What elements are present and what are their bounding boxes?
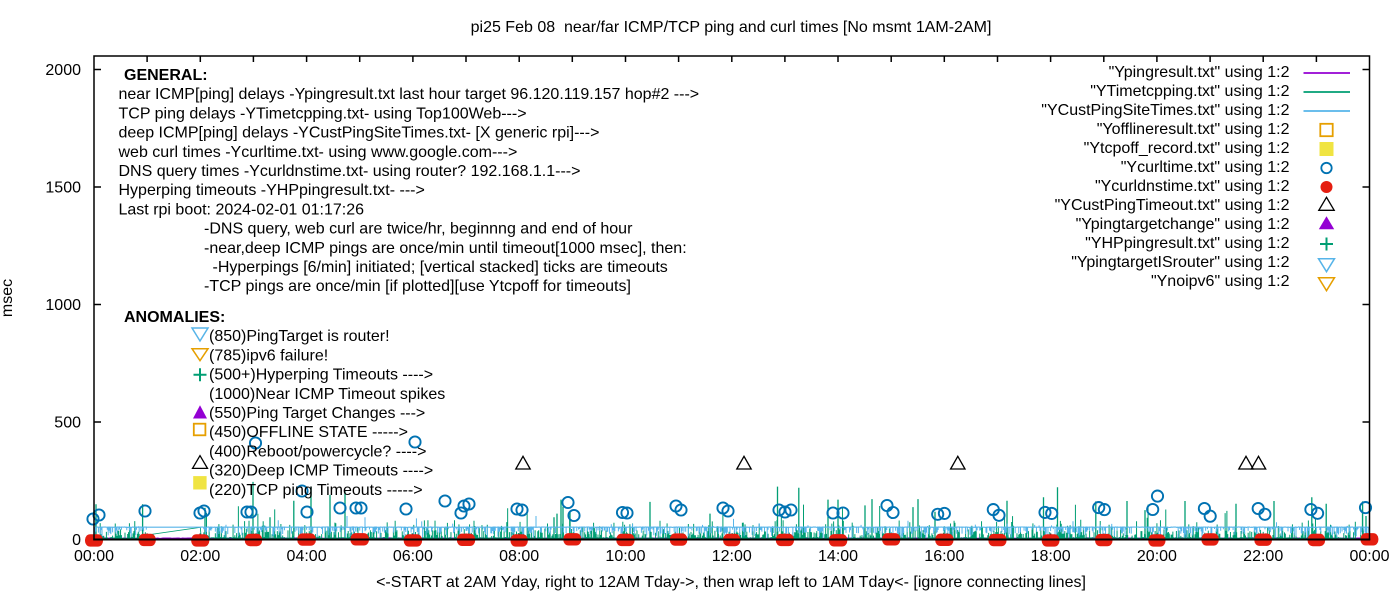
svg-text:00:00: 00:00 (1349, 548, 1389, 565)
svg-text:08:00: 08:00 (499, 548, 539, 565)
svg-text:"Ycurldnstime.txt" using 1:2: "Ycurldnstime.txt" using 1:2 (1095, 178, 1290, 195)
svg-text:1000: 1000 (45, 297, 81, 314)
svg-text:Hyperping timeouts -YHPpingres: Hyperping timeouts -YHPpingresult.txt- -… (119, 182, 425, 199)
svg-text:20:00: 20:00 (1137, 548, 1177, 565)
svg-text:"YCustPingSiteTimes.txt" using: "YCustPingSiteTimes.txt" using 1:2 (1041, 102, 1289, 119)
svg-text:"Ypingresult.txt" using 1:2: "Ypingresult.txt" using 1:2 (1109, 64, 1290, 81)
svg-text:"Ynoipv6" using 1:2: "Ynoipv6" using 1:2 (1151, 273, 1290, 290)
svg-text:"YCustPingTimeout.txt" using 1: "YCustPingTimeout.txt" using 1:2 (1055, 197, 1290, 214)
svg-text:04:00: 04:00 (287, 548, 327, 565)
svg-text:"YpingtargetISrouter" using 1:: "YpingtargetISrouter" using 1:2 (1071, 254, 1289, 271)
svg-text:ANOMALIES:: ANOMALIES: (124, 309, 225, 326)
svg-text:16:00: 16:00 (924, 548, 964, 565)
svg-text:"Ycurltime.txt" using 1:2: "Ycurltime.txt" using 1:2 (1121, 159, 1290, 176)
svg-text:2000: 2000 (45, 62, 81, 79)
svg-text:GENERAL:: GENERAL: (124, 67, 208, 84)
svg-text:near ICMP[ping] delays -Ypingr: near ICMP[ping] delays -Ypingresult.txt … (119, 86, 700, 103)
svg-text:DNS query times -Ycurldnstime.: DNS query times -Ycurldnstime.txt- using… (119, 163, 581, 180)
svg-text:(1000)Near ICMP Timeout spikes: (1000)Near ICMP Timeout spikes (209, 386, 445, 403)
svg-text:500: 500 (54, 415, 81, 432)
svg-text:"YHPpingresult.txt" using 1:2: "YHPpingresult.txt" using 1:2 (1085, 235, 1289, 252)
svg-text:12:00: 12:00 (712, 548, 752, 565)
svg-text:web curl times -Ycurltime.txt-: web curl times -Ycurltime.txt- using www… (118, 144, 518, 161)
svg-text:"Ytcpoff_record.txt" using 1:2: "Ytcpoff_record.txt" using 1:2 (1084, 140, 1290, 157)
svg-text:(500+)Hyperping Timeouts ---->: (500+)Hyperping Timeouts ----> (209, 367, 433, 384)
svg-text:18:00: 18:00 (1031, 548, 1071, 565)
svg-text:(785)ipv6 failure!: (785)ipv6 failure! (209, 347, 328, 364)
svg-text:1500: 1500 (45, 180, 81, 197)
svg-text:(400)Reboot/powercycle? ---->: (400)Reboot/powercycle? ----> (209, 443, 426, 460)
svg-text:(550)Ping Target Changes --->: (550)Ping Target Changes ---> (209, 405, 425, 422)
svg-text:22:00: 22:00 (1243, 548, 1283, 565)
svg-text:msec: msec (0, 279, 16, 317)
svg-text:(320)Deep ICMP Timeouts ---->: (320)Deep ICMP Timeouts ----> (209, 463, 433, 480)
svg-text:02:00: 02:00 (180, 548, 220, 565)
svg-text:-DNS query, web curl are twice: -DNS query, web curl are twice/hr, begin… (204, 221, 633, 238)
svg-text:"Yofflineresult.txt" using 1:2: "Yofflineresult.txt" using 1:2 (1097, 121, 1290, 138)
svg-text:14:00: 14:00 (818, 548, 858, 565)
svg-text:00:00: 00:00 (74, 548, 114, 565)
svg-text:0: 0 (72, 532, 81, 549)
svg-text:pi25 Feb 08 near/far ICMP/TCP: pi25 Feb 08 near/far ICMP/TCP ping and c… (471, 19, 992, 36)
svg-text:"YTimetcpping.txt" using 1:2: "YTimetcpping.txt" using 1:2 (1090, 83, 1289, 100)
svg-text:(450)OFFLINE STATE ----->: (450)OFFLINE STATE -----> (209, 424, 408, 441)
svg-text:"Ypingtargetchange" using 1:2: "Ypingtargetchange" using 1:2 (1076, 216, 1290, 233)
svg-text:-Hyperpings [6/min] initiated;: -Hyperpings [6/min] initiated; [vertical… (213, 259, 668, 276)
svg-text:Last rpi boot: 2024-02-01 01:1: Last rpi boot: 2024-02-01 01:17:26 (119, 201, 365, 218)
svg-text:(220)TCP ping Timeouts ----->: (220)TCP ping Timeouts -----> (209, 482, 423, 499)
svg-text:(850)PingTarget is router!: (850)PingTarget is router! (209, 328, 390, 345)
svg-text:10:00: 10:00 (605, 548, 645, 565)
svg-text:<-START at 2AM Yday, right to: <-START at 2AM Yday, right to 12AM Tday-… (376, 574, 1086, 591)
svg-text:-near,deep ICMP pings are once: -near,deep ICMP pings are once/min until… (204, 240, 687, 257)
svg-text:TCP ping delays -YTimetcpping.: TCP ping delays -YTimetcpping.txt- using… (119, 105, 527, 122)
svg-text:06:00: 06:00 (393, 548, 433, 565)
svg-text:-TCP pings are once/min [if pl: -TCP pings are once/min [if plotted][use… (204, 278, 631, 295)
svg-text:deep ICMP[ping] delays -YCustP: deep ICMP[ping] delays -YCustPingSiteTim… (119, 125, 600, 142)
